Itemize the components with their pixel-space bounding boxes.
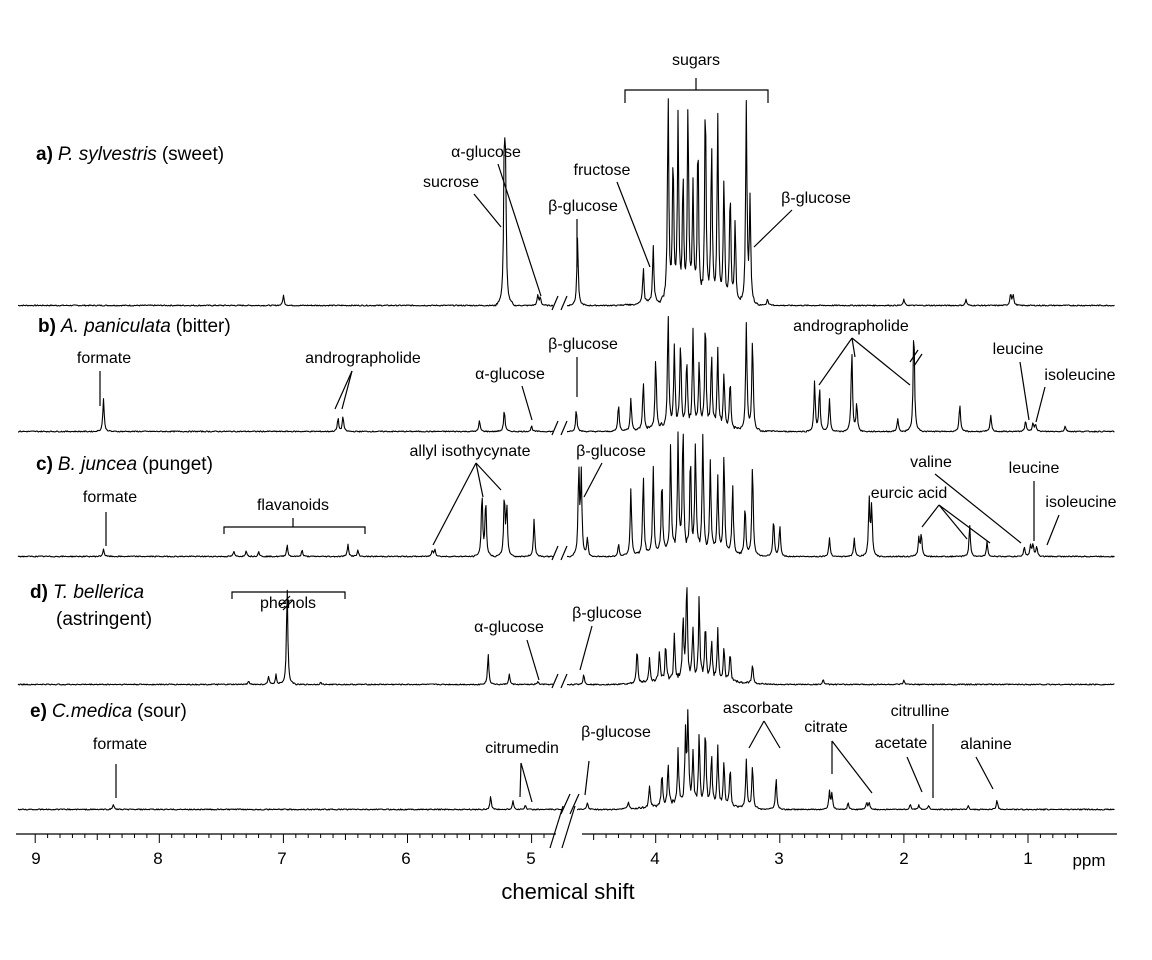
sample-letter: c) — [36, 454, 53, 475]
spectrum-trace-e — [17, 709, 1115, 811]
arrow-beta-glucose — [579, 625, 593, 671]
peak-label-eurcic-acid: eurcic acid — [871, 485, 947, 502]
panel-e-annotations: formate citrumedin β-glucose ascorbate c… — [93, 700, 1012, 803]
peak-label-phenols: phenols — [260, 595, 316, 612]
x-tick-label: 3 — [774, 849, 783, 868]
peak-label-formate: formate — [93, 736, 147, 753]
arrow-leucine — [1019, 361, 1030, 421]
flavanoids-bracket — [223, 526, 366, 534]
arrow-isoleucine — [1046, 514, 1060, 546]
peak-label-citrumedin: citrumedin — [485, 740, 559, 757]
peak-label-andrographolide: andrographolide — [305, 350, 421, 367]
peak-label-alanine: alanine — [960, 736, 1012, 753]
sample-taste: (sweet) — [162, 144, 224, 165]
sample-species: P. sylvestris — [58, 144, 157, 165]
peak-label-leucine: leucine — [1009, 460, 1060, 477]
peak-label-leucine: leucine — [993, 341, 1044, 358]
spectrum-trace-c — [17, 431, 1115, 558]
sample-title-e: e) C.medica (sour) — [30, 701, 187, 722]
x-tick-label: 1 — [1023, 849, 1032, 868]
peak-label-valine: valine — [910, 454, 952, 471]
sample-species: T. bellerica — [53, 582, 144, 603]
arrow-sucrose — [473, 193, 502, 228]
peak-label-isoleucine: isoleucine — [1044, 367, 1115, 384]
peak-label-ascorbate: ascorbate — [723, 700, 793, 717]
x-tick-label: 2 — [899, 849, 908, 868]
peak-label-sugars: sugars — [672, 52, 720, 69]
sample-letter: b) — [38, 316, 56, 337]
peak-label-beta-glucose: β-glucose — [548, 198, 618, 215]
peak-label-formate: formate — [77, 350, 131, 367]
x-axis-ticks — [34, 834, 1079, 843]
sample-letter: a) — [36, 144, 53, 165]
peak-label-beta-glucose: β-glucose — [581, 724, 651, 741]
phenols-bracket — [231, 591, 346, 599]
peak-label-beta-glucose: β-glucose — [572, 605, 642, 622]
peak-label-andrographolide-2: andrographolide — [793, 318, 909, 335]
peak-label-beta-glucose: β-glucose — [576, 443, 646, 460]
sample-taste: (sour) — [137, 701, 187, 722]
peak-label-alpha-glucose: α-glucose — [474, 619, 544, 636]
arrow-alpha-glucose — [526, 639, 540, 681]
arrow-beta-glucose — [583, 462, 603, 498]
sample-species: C.medica — [52, 701, 132, 722]
x-tick-label: 8 — [153, 849, 162, 868]
arrow-alpha-glucose — [521, 385, 533, 421]
x-axis-break-mark — [561, 805, 576, 849]
peak-label-fructose: fructose — [574, 162, 631, 179]
peak-label-formate: formate — [83, 489, 137, 506]
x-tick-label: 5 — [526, 849, 535, 868]
peak-label-beta-glucose: β-glucose — [548, 336, 618, 353]
sample-title-b: b) A. paniculata (bitter) — [38, 316, 231, 337]
peak-label-alpha-glucose: α-glucose — [475, 366, 545, 383]
arrow-beta-glucose — [584, 760, 590, 796]
peak-label-beta-glucose-2: β-glucose — [781, 190, 851, 207]
peak-label-flavanoids: flavanoids — [257, 497, 329, 514]
peak-label-alpha-glucose: α-glucose — [451, 144, 521, 161]
sample-letter: d) — [30, 582, 48, 603]
sample-taste: (punget) — [142, 454, 213, 475]
peak-label-citrate: citrate — [804, 719, 848, 736]
sample-taste: (bitter) — [176, 316, 231, 337]
x-tick-label: 6 — [401, 849, 410, 868]
sample-species: B. juncea — [58, 454, 137, 475]
panel-c-annotations: allyl isothycynate β-glucose formate fla… — [83, 443, 1117, 546]
panel-d-annotations: phenols α-glucose β-glucose — [231, 591, 642, 681]
peak-label-sucrose: sucrose — [423, 174, 479, 191]
sample-title-a: a) P. sylvestris (sweet) — [36, 144, 224, 165]
x-axis-title: chemical shift — [501, 879, 634, 904]
x-tick-label: 7 — [277, 849, 286, 868]
x-axis-unit: ppm — [1072, 851, 1105, 870]
arrow-alpha-glucose — [497, 163, 542, 297]
arrow-isoleucine — [1035, 386, 1046, 423]
sample-taste-d: (astringent) — [56, 609, 152, 630]
peak-label-isoleucine: isoleucine — [1045, 494, 1116, 511]
x-axis-break-mark — [549, 805, 564, 849]
arrow-alanine — [975, 756, 994, 790]
panel-a-annotations: sugars α-glucose sucrose fructose β-gluc… — [423, 52, 851, 297]
sample-title-c: c) B. juncea (punget) — [36, 454, 213, 475]
arrow-acetate — [906, 756, 923, 793]
sample-title-d: d) T. bellerica — [30, 582, 144, 603]
x-axis: 9 8 7 6 5 4 3 2 1 ppm chemical shift — [16, 805, 1117, 904]
x-tick-label: 4 — [650, 849, 659, 868]
arrow-valine — [934, 473, 1022, 544]
arrow-beta-glucose-2 — [753, 209, 793, 248]
arrow-fructose — [616, 181, 651, 268]
spectrum-trace-d — [17, 587, 1115, 686]
peak-label-citrulline: citrulline — [891, 703, 950, 720]
peak-label-allyl-isothycynate: allyl isothycynate — [410, 443, 531, 460]
trace-break-marks — [279, 295, 923, 815]
peak-label-acetate: acetate — [875, 735, 928, 752]
sample-species: A. paniculata — [60, 316, 171, 337]
sample-letter: e) — [30, 701, 47, 722]
x-tick-label: 9 — [31, 849, 40, 868]
panel-b-annotations: formate andrographolide α-glucose β-gluc… — [77, 318, 1116, 423]
